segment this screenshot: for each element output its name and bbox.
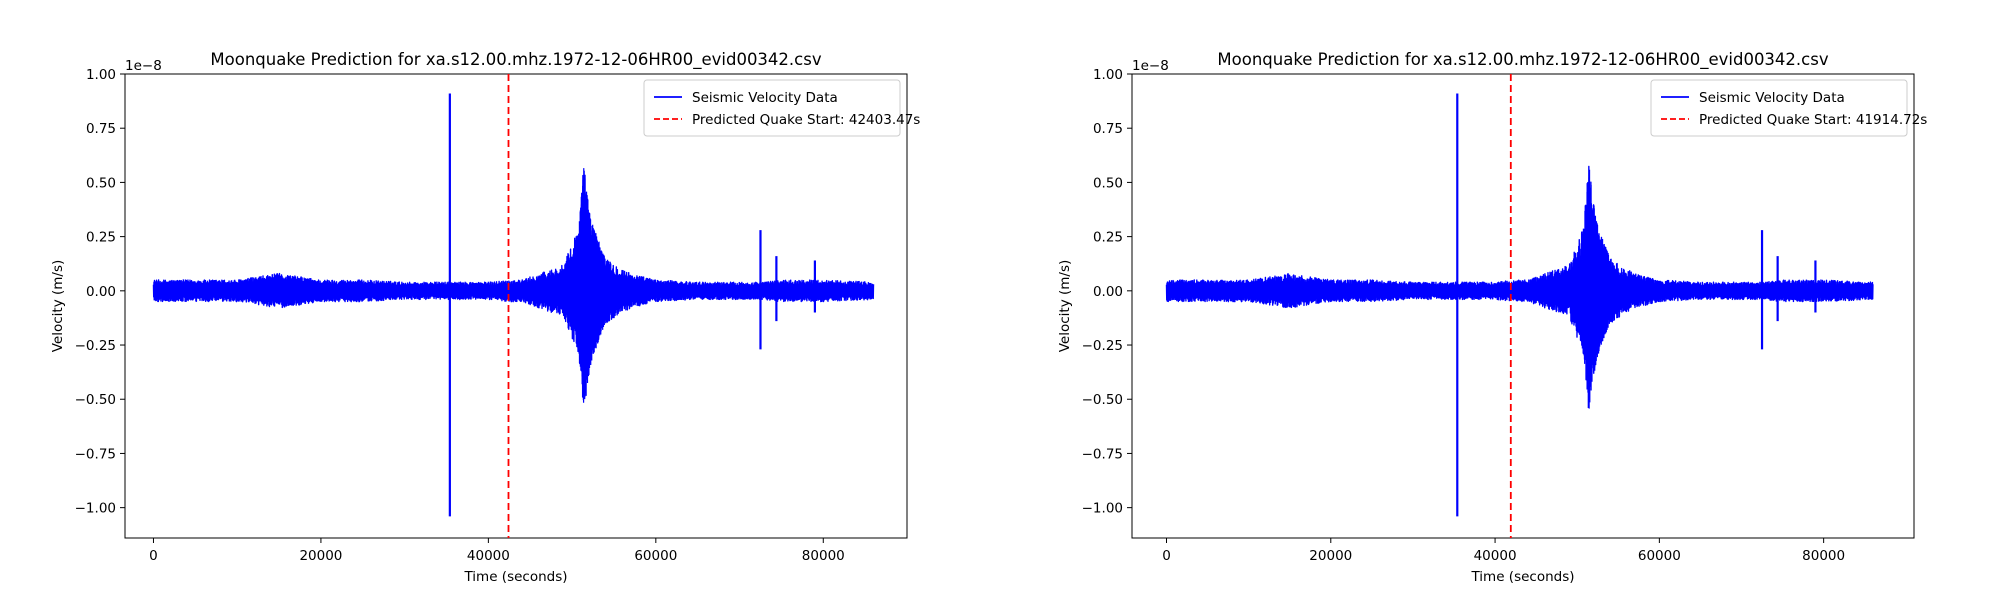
x-tick-label: 40000 (1474, 548, 1517, 564)
series-seismic-velocity-trace (152, 174, 875, 398)
y-tick-label: 1.00 (1093, 67, 1123, 83)
y-tick-label: −0.50 (1082, 392, 1123, 408)
x-tick-label: 0 (149, 548, 158, 564)
x-axis-label: Time (seconds) (463, 569, 567, 585)
plot-area (1131, 73, 1915, 539)
y-tick-label: 0.25 (1093, 230, 1123, 246)
y-tick-label: −1.00 (1082, 501, 1123, 517)
y-tick-label: 0.50 (86, 175, 116, 191)
y-tick-label: 0.75 (86, 121, 116, 137)
legend-label: Seismic Velocity Data (692, 90, 838, 106)
y-tick-label: −0.25 (75, 338, 116, 354)
y-offset-label: 1e−8 (125, 58, 162, 74)
y-tick-label: −0.25 (1082, 338, 1123, 354)
x-tick-label: 0 (1162, 548, 1171, 564)
y-tick-label: 0.25 (86, 230, 116, 246)
legend: Seismic Velocity Data Predicted Quake Sta… (1650, 79, 1927, 137)
y-tick-label: 0.50 (1093, 175, 1123, 191)
chart-title: Moonquake Prediction for xa.s12.00.mhz.1… (210, 50, 821, 70)
chart-left: Moonquake Prediction for xa.s12.00.mhz.1… (50, 50, 920, 585)
plot-area (124, 73, 908, 539)
y-tick-label: 1.00 (86, 67, 116, 83)
chart-title: Moonquake Prediction for xa.s12.00.mhz.1… (1217, 50, 1828, 70)
y-tick-label: 0.00 (1093, 284, 1123, 300)
x-axis-label: Time (seconds) (1470, 569, 1574, 585)
y-offset-label: 1e−8 (1132, 58, 1169, 74)
y-tick-label: 0.00 (86, 284, 116, 300)
x-tick-label: 60000 (1638, 548, 1681, 564)
x-tick-label: 60000 (634, 548, 677, 564)
legend-frame (1650, 79, 1908, 137)
x-tick-label: 20000 (299, 548, 342, 564)
series-seismic-velocity-burst (1580, 169, 1615, 409)
legend-label: Predicted Quake Start: 42403.47s (692, 112, 920, 128)
y-tick-label: −0.50 (75, 392, 116, 408)
y-axis-label: Velocity (m/s) (50, 260, 66, 353)
x-tick-label: 80000 (1802, 548, 1845, 564)
y-tick-label: −0.75 (1082, 446, 1123, 462)
chart-right: Moonquake Prediction for xa.s12.00.mhz.1… (1057, 50, 1927, 585)
x-tick-label: 40000 (467, 548, 510, 564)
series-layer (152, 74, 875, 538)
series-seismic-velocity-trace (1165, 165, 1874, 386)
series-seismic-velocity-burst (575, 168, 611, 403)
legend-frame (643, 79, 901, 137)
y-tick-label: 0.75 (1093, 121, 1123, 137)
legend-label: Predicted Quake Start: 41914.72s (1699, 112, 1927, 128)
y-tick-label: −0.75 (75, 446, 116, 462)
legend: Seismic Velocity Data Predicted Quake Sta… (643, 79, 920, 137)
x-tick-label: 20000 (1309, 548, 1352, 564)
legend-label: Seismic Velocity Data (1699, 90, 1845, 106)
x-tick-label: 80000 (802, 548, 845, 564)
y-tick-label: −1.00 (75, 501, 116, 517)
series-layer (1165, 74, 1874, 538)
y-axis-label: Velocity (m/s) (1057, 260, 1073, 353)
